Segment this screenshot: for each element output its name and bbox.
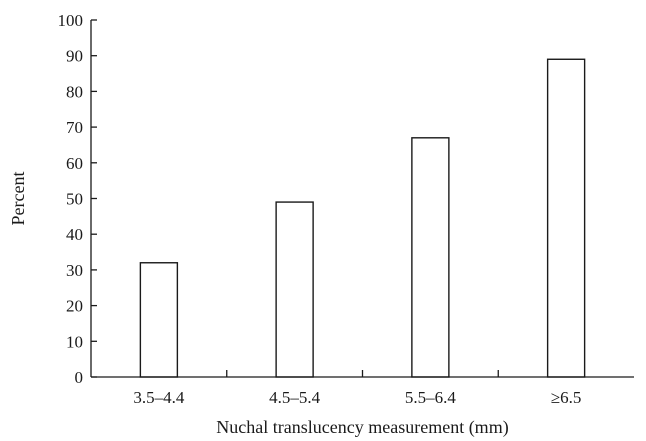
bar [546,58,586,378]
x-tick-label: 5.5–6.4 [405,388,457,407]
bars-group [139,58,586,378]
y-tick-label: 50 [66,190,83,209]
y-axis-ticks: 0 10 20 30 40 50 60 70 80 90 100 [58,11,97,387]
y-axis-title: Percent [8,172,28,226]
y-tick-label: 90 [66,47,83,66]
y-tick-label: 30 [66,261,83,280]
x-axis-title: Nuchal translucency measurement (mm) [216,417,508,438]
y-tick-label: 100 [58,11,84,30]
y-tick-label: 70 [66,118,83,137]
x-tick-label: ≥6.5 [551,388,582,407]
x-tick-label: 3.5–4.4 [133,388,185,407]
y-tick-label: 60 [66,154,83,173]
bar [139,262,179,378]
y-tick-label: 0 [75,368,84,387]
x-tick-label: 4.5–5.4 [269,388,321,407]
x-axis-ticks: 3.5–4.4 4.5–5.4 5.5–6.4 ≥6.5 [133,370,581,407]
y-tick-label: 80 [66,82,83,101]
y-tick-label: 40 [66,225,83,244]
y-tick-label: 20 [66,297,83,316]
bar [275,201,314,378]
bar [411,137,450,378]
y-tick-label: 10 [66,332,83,351]
